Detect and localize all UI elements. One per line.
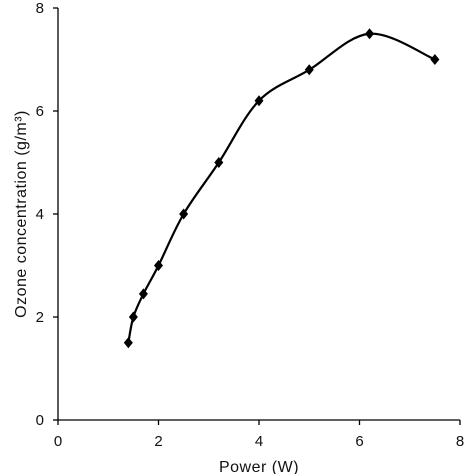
data-markers [123,28,440,349]
x-tick-label: 8 [456,433,464,450]
data-point-marker [179,208,189,220]
y-tick-label: 4 [36,206,44,223]
x-tick-label: 6 [355,433,363,450]
data-point-marker [123,337,133,349]
data-point-marker [138,288,148,300]
x-axis-ticks: 0 2 4 6 8 [54,420,464,450]
x-tick-label: 0 [54,433,62,450]
data-point-marker [304,64,314,76]
y-tick-label: 0 [36,412,44,429]
data-point-marker [154,260,163,271]
series-line [127,32,436,344]
data-point-marker [128,311,138,323]
data-point-marker [214,157,224,168]
x-tick-label: 4 [255,433,263,450]
data-point-marker [254,95,264,107]
data-point-marker [365,28,375,40]
axes [57,8,460,421]
y-tick-label: 8 [36,0,44,17]
data-point-marker [430,54,440,65]
x-tick-label: 2 [154,433,162,450]
y-tick-label: 6 [36,103,44,120]
y-axis-title: Ozone concentration (g/m³) [13,110,30,318]
y-tick-label: 2 [36,309,44,326]
y-axis-ticks: 0 2 4 6 8 [36,0,58,429]
x-axis-title: Power (W) [219,459,299,474]
